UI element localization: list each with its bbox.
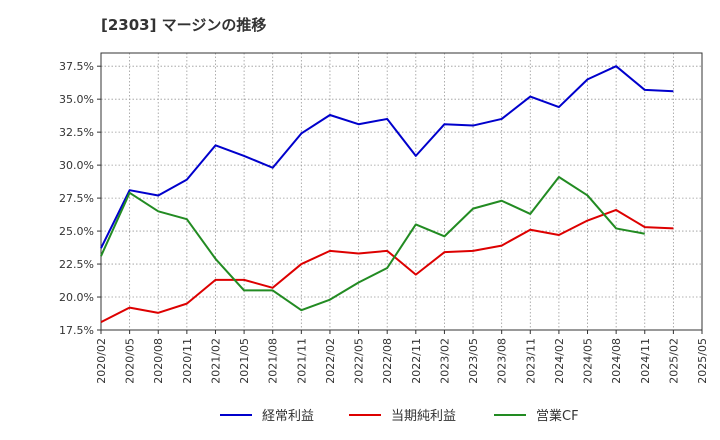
legend-label-3: 営業CF [536, 408, 579, 424]
x-tick-label: 2024/08 [610, 338, 623, 384]
series-line-3 [100, 175, 645, 312]
y-tick-label: 27.5% [59, 192, 94, 205]
x-tick-label: 2021/05 [238, 338, 251, 384]
y-tick-label: 20.0% [59, 291, 94, 304]
legend-label-2: 当期純利益 [391, 409, 456, 424]
x-tick-label: 2021/02 [209, 338, 222, 384]
x-tick-label: 2023/02 [438, 338, 451, 384]
x-tick-label: 2022/02 [324, 338, 337, 384]
chart-title: [2303] マージンの推移 [101, 16, 267, 34]
plot-area [101, 53, 702, 330]
x-tick-label: 2022/08 [381, 338, 394, 384]
y-tick-label: 30.0% [59, 159, 94, 172]
series-line-1 [100, 65, 674, 249]
x-tick-label: 2024/05 [582, 338, 595, 384]
plot-frame [100, 52, 703, 331]
series-line-2 [100, 208, 674, 323]
y-tick-label: 32.5% [59, 126, 94, 139]
y-tick-label: 22.5% [59, 258, 94, 271]
x-tick-label: 2024/11 [639, 338, 652, 384]
x-tick-label: 2022/11 [410, 338, 423, 384]
x-tick-label: 2021/08 [267, 338, 280, 384]
x-tick-label: 2022/05 [353, 338, 366, 384]
legend-label-1: 経常利益 [262, 409, 314, 424]
x-tick-label: 2024/02 [553, 338, 566, 384]
x-tick-label: 2023/08 [496, 338, 509, 384]
x-tick-label: 2020/02 [95, 338, 108, 384]
x-tick-label: 2023/05 [467, 338, 480, 384]
y-tick-label: 35.0% [59, 93, 94, 106]
y-tick-label: 17.5% [59, 324, 94, 337]
x-tick-label: 2020/11 [181, 338, 194, 384]
x-tick-label: 2025/02 [667, 338, 680, 384]
y-tick-label: 37.5% [59, 60, 94, 73]
x-tick-label: 2020/08 [152, 338, 165, 384]
x-tick-label: 2025/05 [696, 338, 709, 384]
x-tick-label: 2023/11 [524, 338, 537, 384]
x-tick-label: 2021/11 [295, 338, 308, 384]
x-tick-label: 2020/05 [124, 338, 137, 384]
y-tick-label: 25.0% [59, 225, 94, 238]
